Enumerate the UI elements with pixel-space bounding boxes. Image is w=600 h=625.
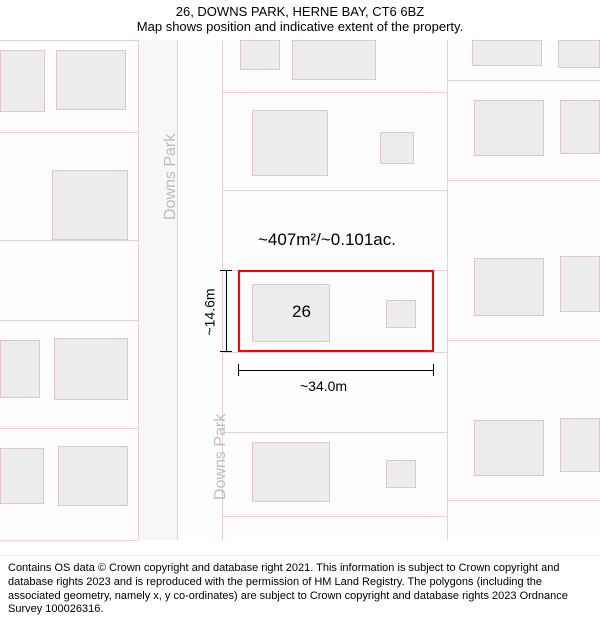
building: [560, 256, 600, 312]
page-title: 26, DOWNS PARK, HERNE BAY, CT6 6BZ: [0, 4, 600, 19]
parcel-boundary: [447, 180, 600, 181]
width-tick-right: [433, 364, 434, 376]
parcel-boundary: [0, 540, 138, 541]
road-strip: [138, 40, 178, 540]
parcel-boundary: [0, 428, 138, 429]
building: [0, 340, 40, 398]
parcel-boundary: [447, 80, 600, 81]
map-canvas: Downs Park Downs Park ~407m²/~0.101ac. 2…: [0, 40, 600, 540]
parcel-boundary: [447, 40, 448, 540]
parcel-boundary: [222, 92, 447, 93]
road-label-2: Downs Park: [212, 414, 230, 500]
building: [252, 442, 330, 502]
road-label-1: Downs Park: [162, 134, 180, 220]
building: [240, 40, 280, 70]
building: [558, 40, 600, 68]
building: [54, 338, 128, 400]
width-tick-left: [238, 364, 239, 376]
copyright-footer: Contains OS data © Crown copyright and d…: [0, 555, 600, 625]
highlighted-property: [238, 270, 434, 352]
height-dim-line: [226, 270, 227, 352]
parcel-boundary: [222, 432, 447, 433]
width-label: ~34.0m: [300, 378, 347, 394]
parcel-boundary: [447, 340, 600, 341]
parcel-boundary: [0, 320, 138, 321]
parcel-boundary: [0, 40, 138, 41]
parcel-boundary: [222, 190, 447, 191]
parcel-boundary: [0, 132, 138, 133]
building: [474, 258, 544, 316]
header: 26, DOWNS PARK, HERNE BAY, CT6 6BZ Map s…: [0, 0, 600, 36]
building: [56, 50, 126, 110]
building: [472, 40, 542, 66]
building: [52, 170, 128, 240]
height-tick-top: [220, 270, 232, 271]
building: [560, 418, 600, 472]
building: [58, 446, 128, 506]
page-subtitle: Map shows position and indicative extent…: [0, 19, 600, 34]
parcel-boundary: [222, 516, 447, 517]
building: [474, 100, 544, 156]
parcel-boundary: [447, 500, 600, 501]
building: [380, 132, 414, 164]
building: [0, 50, 45, 112]
house-number: 26: [292, 302, 311, 322]
height-label: ~14.6m: [202, 288, 218, 335]
area-label: ~407m²/~0.101ac.: [258, 230, 396, 250]
building: [386, 460, 416, 488]
building: [0, 448, 44, 504]
building: [292, 40, 376, 80]
parcel-boundary: [222, 352, 447, 353]
height-tick-bottom: [220, 351, 232, 352]
building: [560, 100, 600, 154]
parcel-boundary: [0, 240, 138, 241]
building: [252, 110, 328, 176]
building: [474, 420, 544, 476]
width-dim-line: [238, 370, 434, 371]
